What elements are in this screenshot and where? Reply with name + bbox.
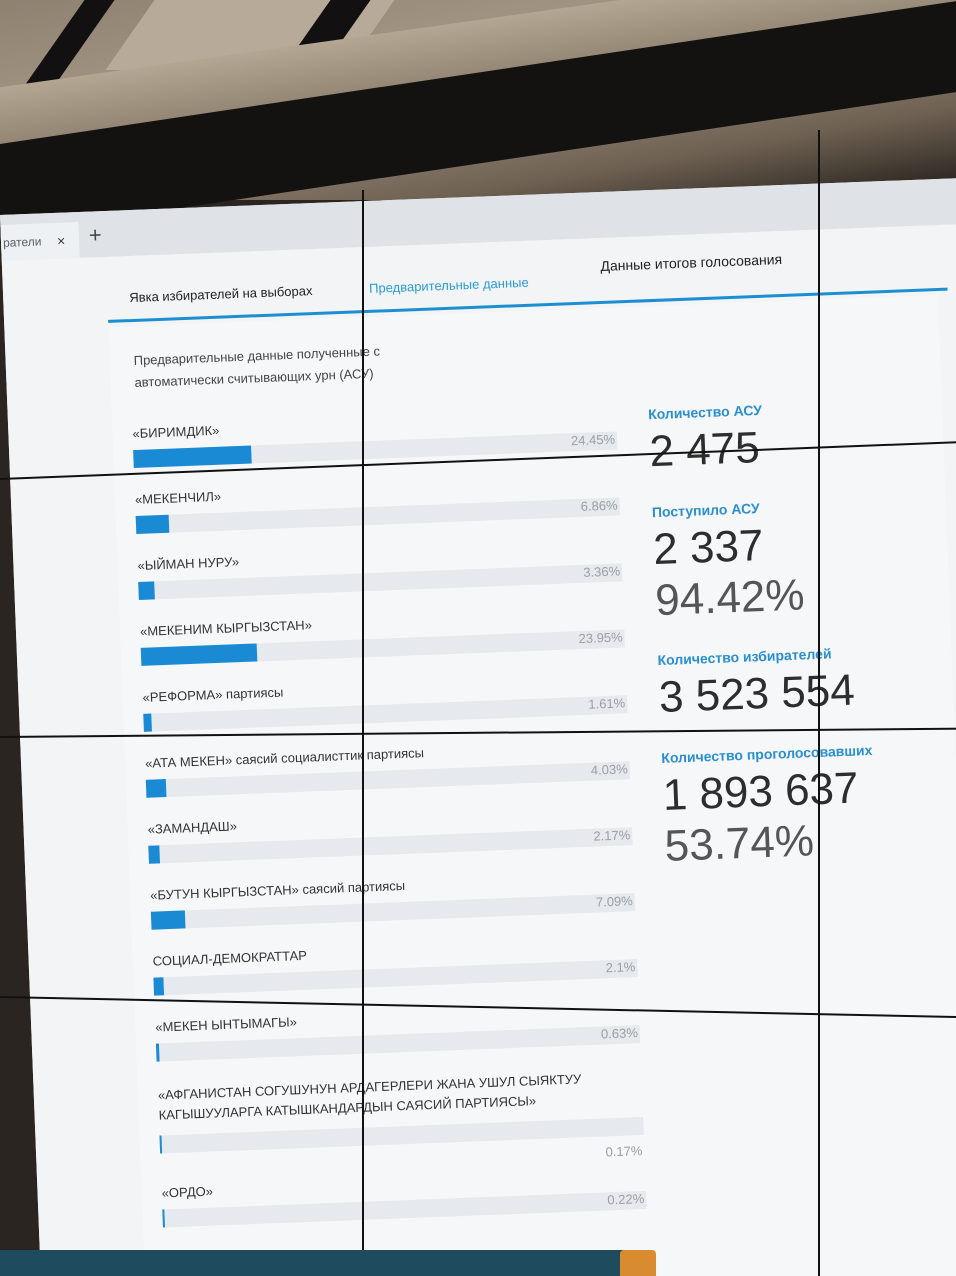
stat-percent: 53.74% <box>663 816 815 871</box>
party-row: «АФГАНИСТАН СОГУШУНУН АРДАГЕРЛЕРИ ЖАНА У… <box>158 1067 645 1186</box>
close-icon[interactable]: × <box>56 232 66 249</box>
bar-fill <box>155 1043 160 1062</box>
bar-fill <box>150 910 186 930</box>
party-percent: 1.61% <box>588 695 626 712</box>
browser-tab[interactable]: ратели × <box>0 221 80 261</box>
card-subtitle: Предварительные данные полученные с авто… <box>133 343 381 390</box>
party-percent: 0.63% <box>600 1025 639 1042</box>
bar-fill <box>143 713 152 732</box>
bar-fill <box>140 643 258 666</box>
stat-asu-received: Поступило АСУ 2 337 94.42% <box>652 493 936 626</box>
bar-fill <box>153 977 165 996</box>
party-percent: 0.17% <box>605 1143 643 1160</box>
browser-tab-title: ратели <box>2 234 42 250</box>
stat-asu-count: Количество АСУ 2 475 <box>648 396 931 479</box>
party-percent: 3.36% <box>582 563 621 580</box>
stat-voted-count: Количество проголосовавших 1 893 637 53.… <box>661 739 945 872</box>
bar-fill <box>159 1135 163 1154</box>
party-percent: 7.09% <box>595 893 634 910</box>
party-percent: 23.95% <box>578 629 623 647</box>
party-percent: 6.86% <box>580 497 618 514</box>
bar-fill <box>135 514 170 535</box>
party-name: «ОРДО» <box>161 1183 214 1201</box>
foreground-desk <box>0 1250 640 1276</box>
video-wall-screen: ратели × + Явка избирателей на выборах П… <box>0 177 956 1276</box>
bar-fill <box>162 1209 165 1228</box>
stat-voters-count: Количество избирателей 3 523 554 <box>657 641 940 724</box>
microphone <box>620 1250 656 1276</box>
party-percent: 4.03% <box>590 761 629 778</box>
tab-turnout[interactable]: Явка избирателей на выборах <box>128 283 313 306</box>
party-name: «ЫЙМАН НУРУ» <box>137 554 240 573</box>
stat-value: 3 523 554 <box>658 665 856 723</box>
party-percent: 0.22% <box>607 1190 645 1208</box>
party-name: «ЗАМАНДАШ» <box>147 818 238 837</box>
bar-fill <box>145 779 166 798</box>
video-wall-seam <box>818 130 820 1276</box>
tab-voting-results[interactable]: Данные итогов голосования <box>600 251 783 274</box>
party-percent: 2.1% <box>605 959 636 976</box>
results-card: Предварительные данные полученные с авто… <box>108 295 956 1276</box>
new-tab-button[interactable]: + <box>88 222 103 248</box>
page: Явка избирателей на выборах Предваритель… <box>1 223 956 1276</box>
bar-fill <box>138 581 156 600</box>
tab-preliminary-data[interactable]: Предварительные данные <box>368 274 529 296</box>
party-name: «БИРИМДИК» <box>132 422 220 442</box>
party-percent: 24.45% <box>570 431 616 449</box>
bar-track <box>162 1190 647 1228</box>
party-percent: 2.17% <box>593 827 631 844</box>
stats-panel: Количество АСУ 2 475 Поступило АСУ 2 337… <box>648 396 947 898</box>
party-results-chart: «БИРИМДИК» 24.45% «МЕКЕНЧИЛ» 6.86% «ЫЙМА… <box>132 408 647 1252</box>
party-name: «МЕКЕНЧИЛ» <box>134 488 222 508</box>
bar-fill <box>133 445 253 469</box>
stat-percent: 94.42% <box>654 570 806 626</box>
bar-fill <box>148 845 160 864</box>
